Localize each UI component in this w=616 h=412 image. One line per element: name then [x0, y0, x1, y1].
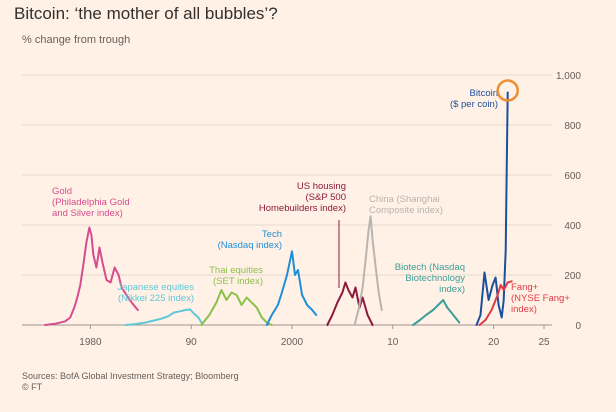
series-line-us_housing — [326, 281, 374, 326]
x-tick-label: 90 — [186, 337, 198, 348]
series-label-gold: (Philadelphia Gold — [52, 197, 130, 208]
series-label-gold: and Silver index) — [52, 208, 123, 219]
y-tick-label: 1,000 — [556, 71, 581, 82]
bitcoin-peak-highlight-ring — [496, 79, 519, 102]
series-label-japan: Japanese equities — [117, 282, 194, 293]
series-line-biotech — [412, 299, 461, 326]
x-tick-label: 1980 — [79, 337, 102, 348]
y-axis-unit-label: % change from trough — [22, 34, 131, 46]
series-label-us_housing: (S&P 500 — [306, 192, 347, 203]
series-label-fang: index) — [511, 304, 537, 315]
series-label-bitcoin: Bitcoin — [469, 88, 498, 99]
series-label-us_housing: US housing — [297, 181, 346, 192]
chart-title: Bitcoin: ‘the mother of all bubbles’? — [14, 4, 278, 23]
series-label-biotech: Biotechnology — [405, 273, 465, 284]
series-line-japan — [124, 308, 204, 326]
ft-copyright: © FT — [22, 382, 43, 392]
series-line-china — [353, 215, 383, 326]
series-label-fang: Fang+ — [511, 282, 539, 293]
series-line-gold — [44, 226, 139, 326]
chart-sources: Sources: BofA Global Investment Strategy… — [22, 371, 239, 381]
series-label-us_housing: Homebuilders index) — [259, 203, 346, 214]
series-label-thai: Thai equities — [209, 265, 263, 276]
series-label-fang: (NYSE Fang+ — [511, 293, 570, 304]
series-line-thai — [200, 289, 273, 326]
series-line-tech — [265, 250, 318, 326]
series-label-biotech: index) — [439, 284, 465, 295]
y-tick-label: 800 — [564, 121, 581, 132]
series-label-china: Composite index) — [369, 205, 443, 216]
series-label-biotech: Biotech (Nasdaq — [395, 262, 465, 273]
series-label-china: China (Shanghai — [369, 194, 440, 205]
series-label-gold: Gold — [52, 186, 72, 197]
x-tick-label: 2000 — [281, 337, 304, 348]
x-tick-label: 10 — [387, 337, 399, 348]
series-label-tech: (Nasdaq index) — [218, 240, 282, 251]
y-tick-label: 200 — [564, 271, 581, 282]
series-label-japan: (Nikkei 225 index) — [118, 293, 194, 304]
x-tick-label: 20 — [488, 337, 500, 348]
y-tick-label: 400 — [564, 221, 581, 232]
series-line-fang — [478, 280, 513, 326]
series-line-bitcoin — [475, 91, 509, 326]
x-tick-label: 25 — [538, 337, 550, 348]
y-tick-label: 600 — [564, 171, 581, 182]
series-label-bitcoin: ($ per coin) — [450, 99, 498, 110]
series-label-tech: Tech — [262, 229, 282, 240]
series-label-thai: (SET index) — [213, 276, 263, 287]
y-tick-label: 0 — [575, 321, 581, 332]
